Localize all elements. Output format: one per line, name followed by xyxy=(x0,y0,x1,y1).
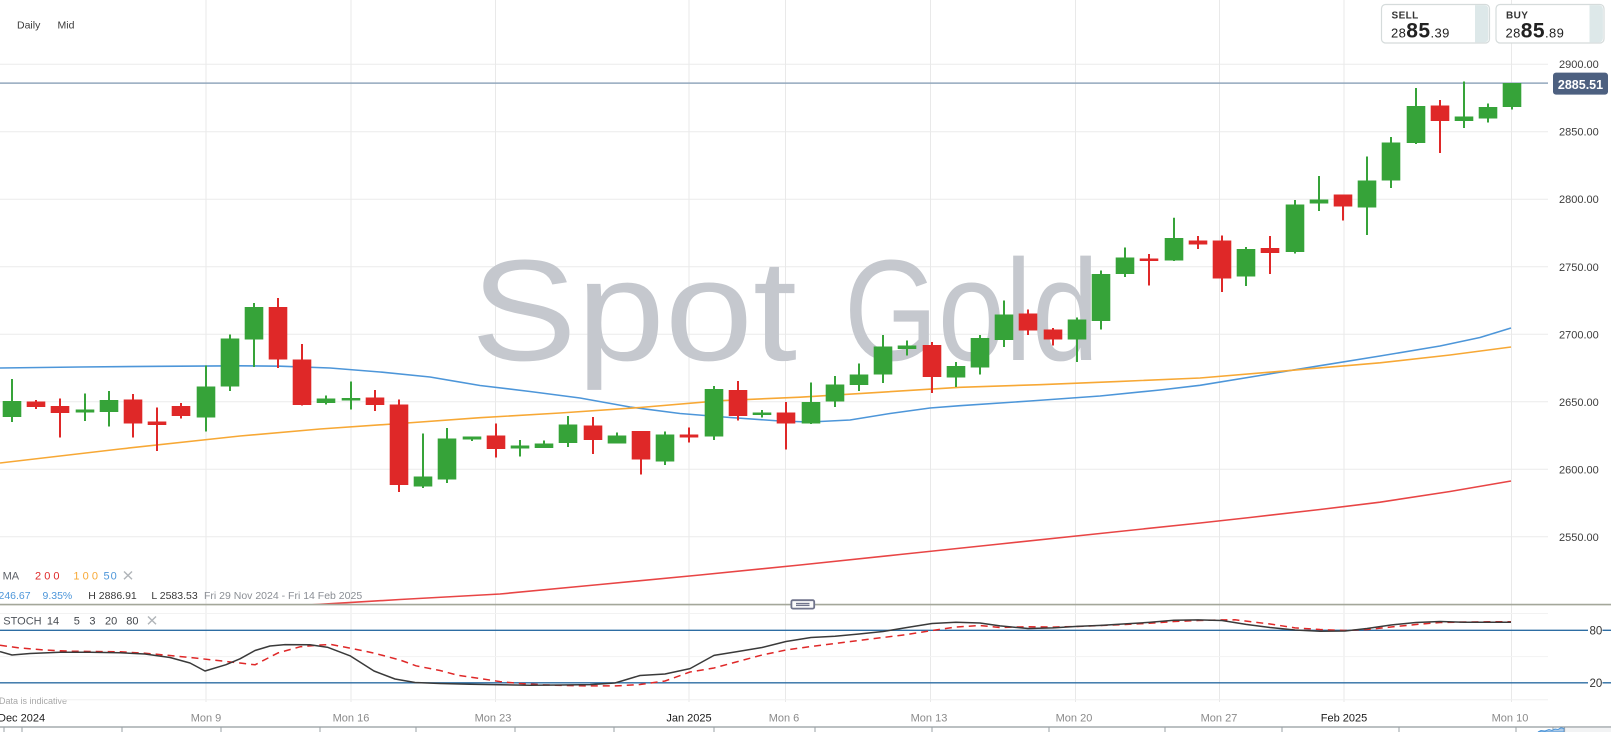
svg-text:2800.00: 2800.00 xyxy=(1559,194,1599,206)
svg-text:STOCH: STOCH xyxy=(3,616,41,628)
svg-text:SELL: SELL xyxy=(1392,11,1419,22)
svg-text:Mon 6: Mon 6 xyxy=(769,713,800,725)
svg-text:L 2583.53: L 2583.53 xyxy=(151,590,197,602)
svg-text:Mon 23: Mon 23 xyxy=(475,713,512,725)
svg-text:200: 200 xyxy=(35,570,63,582)
svg-text:246.67: 246.67 xyxy=(0,590,31,602)
svg-text:100: 100 xyxy=(73,570,101,582)
svg-text:Jan 2025: Jan 2025 xyxy=(666,713,711,725)
svg-text:Fri 29 Nov 2024 - Fri 14 Feb 2: Fri 29 Nov 2024 - Fri 14 Feb 2025 xyxy=(204,590,362,602)
svg-text:2900.00: 2900.00 xyxy=(1559,59,1599,71)
svg-text:2750.00: 2750.00 xyxy=(1559,262,1599,274)
svg-text:2650.00: 2650.00 xyxy=(1559,397,1599,409)
svg-text:Mon 16: Mon 16 xyxy=(333,713,370,725)
svg-text:Mon 27: Mon 27 xyxy=(1201,713,1238,725)
svg-text:Spot: Spot xyxy=(471,230,797,391)
svg-text:80: 80 xyxy=(126,616,138,628)
svg-text:9.35%: 9.35% xyxy=(43,590,73,602)
svg-text:Dec 2024: Dec 2024 xyxy=(0,713,45,725)
svg-text:Mon 13: Mon 13 xyxy=(911,713,948,725)
svg-text:Data is indicative: Data is indicative xyxy=(0,696,67,706)
svg-text:50: 50 xyxy=(104,570,118,582)
svg-text:14: 14 xyxy=(47,616,59,628)
svg-text:20: 20 xyxy=(105,616,117,628)
svg-text:Mon 20: Mon 20 xyxy=(1056,713,1093,725)
svg-text:Mid: Mid xyxy=(58,20,75,32)
svg-text:2700.00: 2700.00 xyxy=(1559,329,1599,341)
svg-text:H 2886.91: H 2886.91 xyxy=(88,590,137,602)
svg-text:BUY: BUY xyxy=(1506,11,1528,22)
svg-text:Mon 10: Mon 10 xyxy=(1492,713,1529,725)
svg-text:80: 80 xyxy=(1590,626,1603,638)
svg-text:2885.89: 2885.89 xyxy=(1506,20,1565,43)
svg-text:Feb 2025: Feb 2025 xyxy=(1321,713,1367,725)
svg-text:2885.39: 2885.39 xyxy=(1391,20,1450,43)
svg-text:Mon 9: Mon 9 xyxy=(191,713,222,725)
svg-text:2850.00: 2850.00 xyxy=(1559,127,1599,139)
svg-text:2550.00: 2550.00 xyxy=(1559,532,1599,544)
svg-text:MA: MA xyxy=(3,570,20,582)
svg-text:5: 5 xyxy=(74,616,80,628)
svg-text:20: 20 xyxy=(1590,678,1603,690)
svg-text:2885.51: 2885.51 xyxy=(1558,78,1603,92)
svg-text:Daily: Daily xyxy=(17,20,41,32)
svg-text:3: 3 xyxy=(89,616,95,628)
svg-text:2600.00: 2600.00 xyxy=(1559,464,1599,476)
